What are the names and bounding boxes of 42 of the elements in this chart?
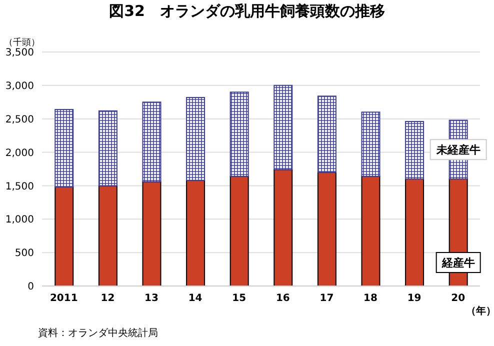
bar: [230, 176, 249, 286]
bar: [54, 186, 74, 286]
x-tick-label: 2011: [50, 293, 78, 304]
y-tick-label: 500: [14, 248, 34, 260]
bar: [361, 176, 380, 286]
x-tick-label: 15: [232, 293, 246, 304]
bar: [142, 102, 162, 182]
y-tick-label: 3,000: [5, 80, 34, 92]
chart-title: 図32 オランダの乳用牛飼養頭数の推移: [108, 2, 386, 21]
y-axis-title: （千頭）: [4, 36, 40, 48]
x-tick-label: 13: [144, 293, 158, 304]
x-tick-label: 17: [320, 293, 334, 304]
bar: [317, 96, 336, 173]
bar: [405, 121, 424, 180]
x-tick-label: 14: [188, 293, 202, 304]
text: 資料：オランダ中央統計局: [38, 326, 158, 340]
x-tick-label: 16: [276, 293, 290, 304]
x-tick-label: 20: [451, 293, 466, 304]
bar: [317, 172, 336, 286]
series-label: 経産牛: [440, 256, 475, 270]
bar: [274, 169, 293, 286]
x-tick-label: 18: [364, 293, 378, 304]
y-tick-label: 1,500: [5, 181, 34, 192]
bar: [405, 178, 424, 286]
bar: [361, 112, 380, 177]
bar: [230, 92, 249, 177]
y-tick-label: 1,000: [5, 214, 34, 226]
bar: [98, 110, 118, 186]
bar: [274, 84, 293, 170]
x-axis-title: （年）: [466, 304, 494, 318]
y-tick-label: 0: [28, 282, 34, 293]
bar: [186, 180, 206, 286]
y-tick-label: 2,000: [5, 148, 34, 159]
bar: [186, 96, 206, 181]
x-tick-label: 19: [407, 293, 422, 304]
bar: [54, 108, 74, 188]
y-tick-label: 2,500: [5, 114, 34, 126]
series-label: 未経産牛: [435, 144, 480, 157]
x-tick-label: 12: [100, 293, 115, 304]
bar: [142, 181, 162, 286]
bar: [98, 185, 118, 286]
y-tick-label: 3,500: [5, 48, 34, 59]
